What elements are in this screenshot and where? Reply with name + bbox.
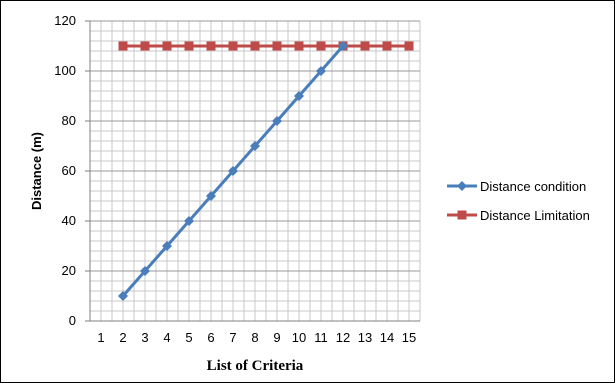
x-tick-label: 8 xyxy=(251,330,258,345)
data-point xyxy=(250,141,260,151)
y-tick-label: 20 xyxy=(62,263,76,278)
x-tick-label: 7 xyxy=(229,330,236,345)
data-point xyxy=(206,191,216,201)
grid xyxy=(89,20,421,322)
legend-label: Distance condition xyxy=(480,179,586,194)
x-tick-label: 2 xyxy=(119,330,126,345)
x-tick-label: 5 xyxy=(185,330,192,345)
data-point xyxy=(184,41,194,51)
x-tick-label: 10 xyxy=(292,330,306,345)
y-tick-label: 60 xyxy=(62,163,76,178)
x-tick-label: 3 xyxy=(141,330,148,345)
data-point xyxy=(294,91,304,101)
data-point xyxy=(360,41,370,51)
x-tick-label: 6 xyxy=(207,330,214,345)
y-tick-label: 0 xyxy=(69,313,76,328)
x-tick-label: 15 xyxy=(402,330,416,345)
data-point xyxy=(206,41,216,51)
x-tick-label: 13 xyxy=(358,330,372,345)
x-axis-label: List of Criteria xyxy=(207,358,304,374)
legend-entry: Distance Limitation xyxy=(447,208,590,223)
legend-label: Distance Limitation xyxy=(480,208,590,223)
data-point xyxy=(338,41,348,51)
y-axis-label: Distance (m) xyxy=(29,132,44,210)
data-point xyxy=(404,41,414,51)
data-point xyxy=(162,241,172,251)
series-layer xyxy=(118,41,414,301)
y-tick-label: 120 xyxy=(54,13,76,28)
data-point xyxy=(228,166,238,176)
data-point xyxy=(140,266,150,276)
data-point xyxy=(140,41,150,51)
legend-marker xyxy=(457,181,467,191)
data-point xyxy=(272,41,282,51)
data-point xyxy=(118,291,128,301)
legend-marker xyxy=(457,210,467,220)
legend-entry: Distance condition xyxy=(447,179,586,194)
data-point xyxy=(316,41,326,51)
y-tick-label: 40 xyxy=(62,213,76,228)
legend: Distance condition Distance Limitation xyxy=(447,179,590,223)
data-point xyxy=(118,41,128,51)
data-point xyxy=(382,41,392,51)
data-point xyxy=(272,116,282,126)
x-tick-label: 14 xyxy=(380,330,394,345)
x-tick-label: 12 xyxy=(336,330,350,345)
x-tick-label: 9 xyxy=(273,330,280,345)
x-tick-label: 11 xyxy=(314,330,328,345)
data-point xyxy=(250,41,260,51)
data-point xyxy=(316,66,326,76)
data-point xyxy=(184,216,194,226)
data-point xyxy=(228,41,238,51)
data-point xyxy=(294,41,304,51)
x-tick-label: 1 xyxy=(97,330,104,345)
series-distance-limitation xyxy=(118,41,414,51)
data-point xyxy=(162,41,172,51)
y-tick-label: 80 xyxy=(62,113,76,128)
y-tick-label: 100 xyxy=(54,63,76,78)
x-tick-label: 4 xyxy=(163,330,170,345)
series-distance-condition xyxy=(118,41,348,301)
